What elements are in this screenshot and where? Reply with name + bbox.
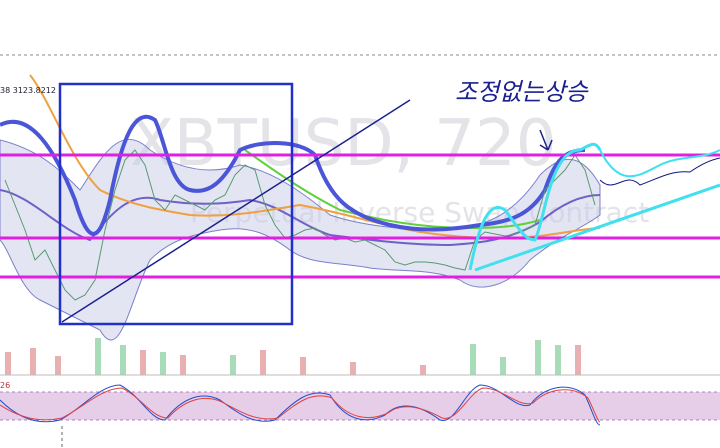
legend-value: 38 3123.8212 — [0, 86, 56, 95]
projection — [468, 142, 602, 271]
annotation: 조정없는상승 — [455, 78, 589, 106]
arrow — [539, 129, 553, 151]
trendline — [61, 99, 411, 323]
projection — [599, 149, 720, 178]
stoch-k — [0, 384, 601, 426]
projection-support — [474, 183, 720, 272]
drawn-trend — [0, 114, 586, 236]
stoch-d — [0, 387, 601, 423]
drawn-box — [58, 82, 294, 326]
projection-wave — [599, 157, 720, 186]
watermark-symbol: XBTUSD, 720 — [130, 107, 556, 181]
stoch-label: 26 — [0, 381, 10, 390]
volume — [0, 338, 720, 376]
stoch-band — [0, 392, 720, 420]
